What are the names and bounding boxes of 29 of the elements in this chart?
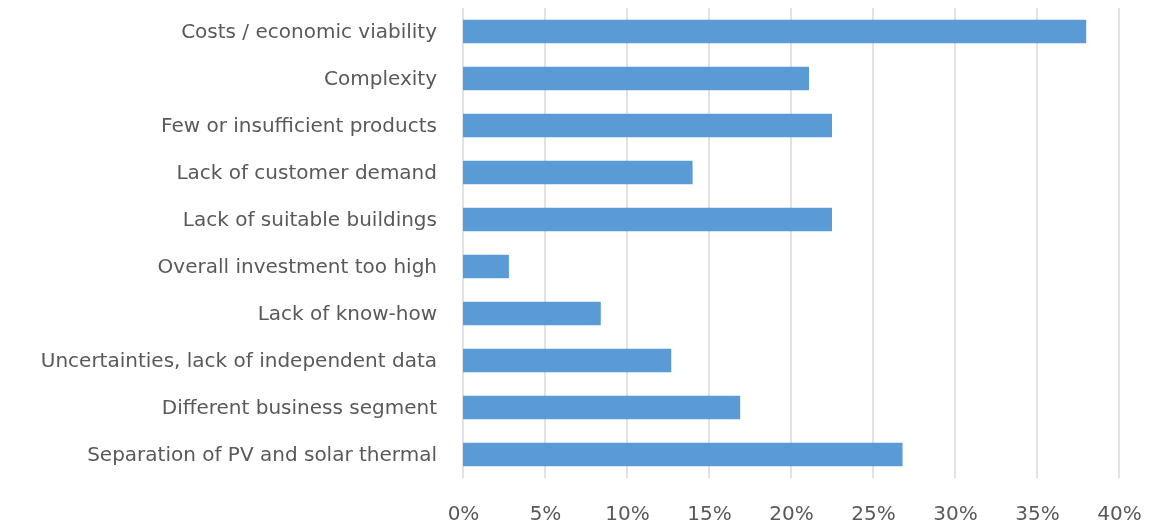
y-tick-label: Few or insufficient products [161,112,437,137]
x-tick-label: 40% [1097,501,1142,526]
bar [463,395,741,420]
y-tick-label: Costs / economic viability [181,18,438,43]
bar [463,348,672,373]
y-tick-label: Separation of PV and solar thermal [87,441,437,466]
y-tick-label: Lack of suitable buildings [182,206,437,231]
bar [463,301,601,326]
y-tick-label: Different business segment [161,394,438,419]
y-tick-label: Complexity [324,65,438,90]
y-tick-label: Uncertainties, lack of independent data [40,347,437,372]
x-tick-label: 10% [605,501,650,526]
bar [463,66,810,91]
x-tick-label: 30% [933,501,978,526]
y-tick-label: Lack of know-how [257,300,437,325]
bar [463,160,693,185]
bar [463,207,832,232]
x-tick-label: 35% [1015,501,1060,526]
bar [463,113,832,138]
x-tick-label: 0% [447,501,480,526]
x-tick-label: 15% [687,501,732,526]
y-tick-label: Lack of customer demand [176,159,437,184]
x-tick-label: 5% [529,501,562,526]
bar [463,19,1087,44]
bar [463,254,509,279]
x-tick-label: 20% [769,501,814,526]
y-tick-label: Overall investment too high [157,253,437,278]
x-tick-label: 25% [851,501,896,526]
bar [463,442,903,467]
